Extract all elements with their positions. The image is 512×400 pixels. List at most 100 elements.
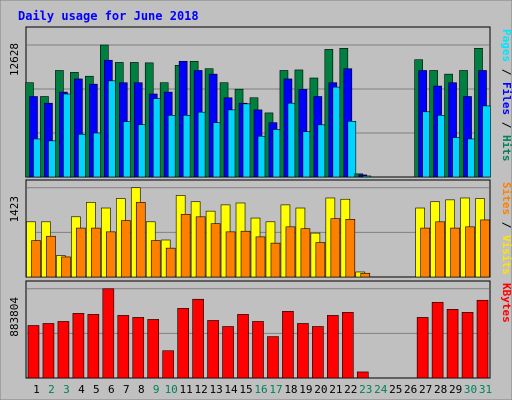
bar-sites-day-9 (150, 240, 161, 278)
axis-label-separator: / (500, 215, 512, 235)
x-tick-label-day-2: 2 (48, 383, 55, 396)
x-tick-label-day-31: 31 (479, 383, 492, 396)
bar-sites-day-1 (31, 240, 41, 278)
panel-kbytes: 883804 KBytes (8, 280, 512, 379)
bar-kbytes-day-18 (282, 311, 294, 379)
bar-sites-day-18 (285, 226, 296, 278)
x-tick-label-day-13: 13 (209, 383, 222, 396)
bar-sites-day-8 (135, 202, 146, 278)
bar-sites-day-15 (240, 230, 251, 278)
bar-sites-day-7 (120, 220, 131, 278)
x-tick-label-day-15: 15 (239, 383, 252, 396)
x-tick-label-day-23: 23 (359, 383, 372, 396)
bar-kbytes-day-15 (237, 314, 249, 379)
x-tick-label-day-1: 1 (33, 383, 40, 396)
bar-sites-day-4 (76, 227, 86, 278)
x-tick-label-day-29: 29 (449, 383, 462, 396)
panels-layer: 12628 Pages / Files / Hits 1423 Sites / Vis… (8, 26, 512, 379)
axis-label-separator: / (500, 115, 512, 135)
bar-sites-day-5 (91, 227, 101, 278)
x-tick-label-day-6: 6 (108, 383, 115, 396)
bar-sites-day-6 (106, 231, 116, 278)
panel-kbytes-axis-label: KBytes (500, 283, 512, 323)
panel-visits-ymax-label: 1423 (8, 196, 21, 223)
bar-kbytes-day-2 (42, 323, 55, 379)
bar-kbytes-day-20 (312, 326, 324, 379)
x-tick-label-day-25: 25 (389, 383, 402, 396)
bar-sites-day-16 (255, 236, 266, 278)
bar-kbytes-day-21 (327, 315, 339, 379)
bar-kbytes-day-11 (177, 308, 189, 379)
x-tick-label-day-22: 22 (344, 383, 357, 396)
bar-kbytes-day-12 (192, 298, 204, 379)
bar-sites-day-2 (46, 235, 56, 278)
x-tick-label-day-17: 17 (269, 383, 282, 396)
bar-kbytes-day-4 (72, 313, 85, 379)
bar-kbytes-day-8 (132, 317, 145, 379)
bar-sites-day-14 (225, 231, 236, 278)
bar-sites-day-23 (360, 272, 371, 278)
bar-pages-day-23 (362, 175, 372, 178)
bar-sites-day-27 (420, 227, 430, 278)
x-tick-label-day-28: 28 (434, 383, 447, 396)
bar-sites-day-21 (330, 218, 341, 278)
x-tick-label-day-12: 12 (195, 383, 208, 396)
panel-visits-axis-label: Sites / Visits (500, 182, 512, 275)
bar-sites-day-30 (465, 226, 475, 278)
bar-sites-day-10 (165, 247, 176, 278)
bar-sites-day-29 (450, 227, 460, 278)
x-tick-label-day-21: 21 (329, 383, 342, 396)
bar-kbytes-day-7 (117, 315, 130, 379)
bar-sites-day-19 (300, 228, 311, 278)
x-tick-label-day-26: 26 (404, 383, 417, 396)
panel-hits-axis-label: Pages / Files / Hits (500, 29, 512, 162)
bar-kbytes-day-29 (446, 309, 459, 379)
x-tick-label-day-16: 16 (254, 383, 267, 396)
panel-visits: 1423 Sites / Visits (8, 179, 512, 278)
x-axis-labels: 1 2 3 4 5 6 7 8 9 10 11 12 13 14 15 16 17 18 19 20 21 22 23 24 2… (33, 383, 492, 396)
bar-kbytes-day-3 (57, 321, 70, 379)
bar-sites-day-12 (195, 216, 206, 278)
x-tick-label-day-9: 9 (153, 383, 160, 396)
x-tick-label-day-8: 8 (138, 383, 145, 396)
bar-kbytes-day-14 (222, 326, 234, 379)
bar-kbytes-day-27 (416, 317, 429, 379)
bar-sites-day-31 (480, 219, 490, 278)
x-tick-label-day-18: 18 (284, 383, 297, 396)
bar-sites-day-20 (315, 242, 326, 278)
bar-kbytes-day-6 (102, 288, 115, 379)
axis-label-kbytes: KBytes (500, 283, 512, 323)
bar-kbytes-day-13 (207, 320, 219, 379)
panel-hits: 12628 Pages / Files / Hits (8, 26, 512, 178)
bar-sites-day-11 (180, 213, 191, 278)
axis-label-hits: Hits (500, 135, 512, 162)
bar-kbytes-day-23 (356, 371, 369, 379)
bar-kbytes-day-22 (342, 312, 354, 379)
bar-kbytes-day-17 (267, 336, 279, 379)
bar-sites-day-28 (435, 221, 445, 278)
bar-sites-day-13 (210, 223, 221, 278)
bar-kbytes-day-19 (297, 323, 309, 379)
bar-sites-day-17 (270, 242, 281, 278)
panel-hits-ymax-label: 12628 (8, 43, 21, 76)
x-tick-label-day-24: 24 (374, 383, 388, 396)
bar-kbytes-day-28 (431, 301, 444, 379)
axis-label-sites: Sites (500, 182, 512, 215)
axis-label-pages: Pages (500, 29, 512, 62)
axis-label-files: Files (500, 82, 512, 115)
x-tick-label-day-7: 7 (123, 383, 130, 396)
x-tick-label-day-5: 5 (93, 383, 100, 396)
bar-kbytes-day-1 (27, 325, 40, 379)
bar-kbytes-day-10 (162, 350, 174, 379)
x-tick-label-day-3: 3 (63, 383, 70, 396)
x-tick-label-day-14: 14 (224, 383, 238, 396)
bar-sites-day-22 (345, 219, 356, 278)
panel-kbytes-ymax-label: 883804 (8, 297, 21, 337)
bar-kbytes-day-16 (252, 321, 264, 379)
bar-kbytes-day-5 (87, 314, 100, 379)
x-tick-label-day-27: 27 (419, 383, 432, 396)
axis-label-visits: Visits (500, 235, 512, 275)
bar-pages-day-31 (482, 105, 491, 178)
